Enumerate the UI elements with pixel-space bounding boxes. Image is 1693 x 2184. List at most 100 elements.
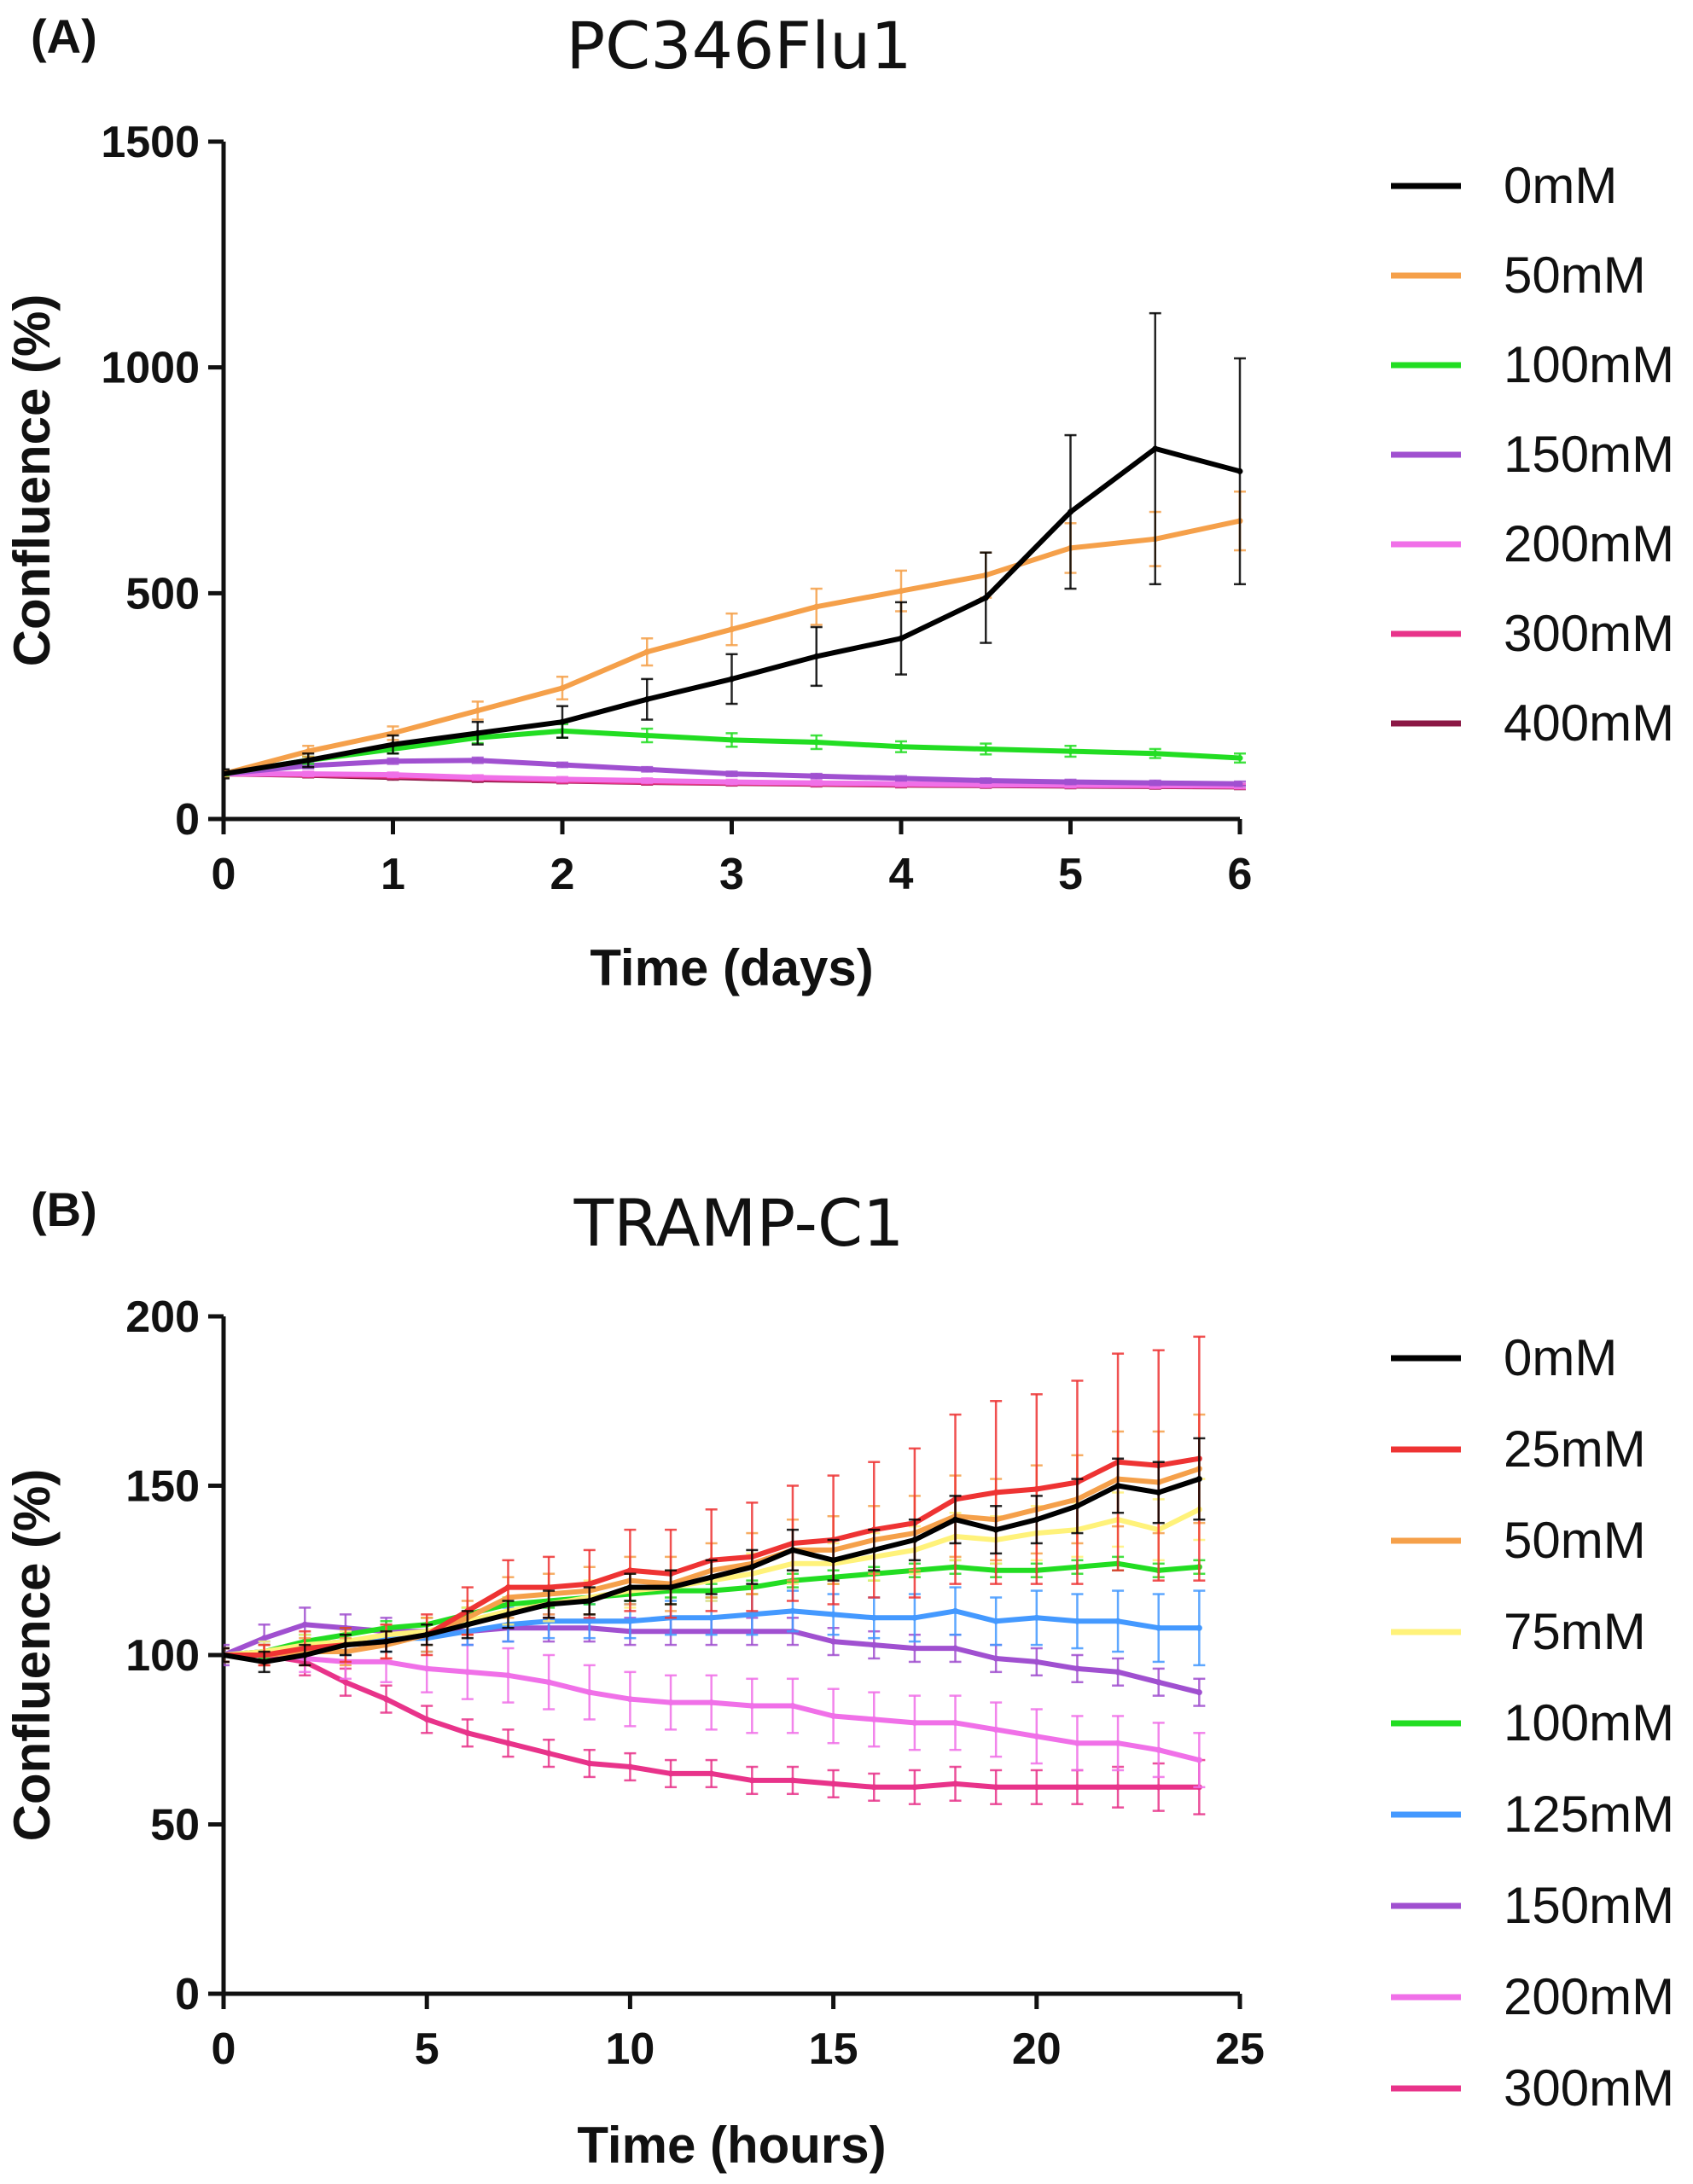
data-point	[1236, 755, 1243, 762]
data-point	[708, 1770, 715, 1777]
x-tick-label: 25	[1215, 2024, 1265, 2074]
legend-label: 400mM	[1504, 694, 1674, 752]
data-point	[813, 773, 820, 780]
data-point	[464, 1669, 471, 1676]
data-point	[474, 774, 481, 781]
data-point	[1114, 1669, 1121, 1676]
legend-label: 50mM	[1504, 247, 1646, 304]
data-point	[708, 1699, 715, 1706]
data-point	[383, 1696, 390, 1703]
data-point	[626, 1567, 633, 1574]
data-point	[870, 1547, 877, 1554]
data-point	[504, 1672, 511, 1679]
data-point	[643, 766, 650, 773]
legend-label: 125mM	[1504, 1786, 1674, 1843]
panel-label: (B)	[31, 1182, 97, 1236]
y-tick-label: 100	[125, 1631, 200, 1681]
x-tick-label: 6	[1228, 850, 1253, 899]
series-layer	[224, 1335, 1206, 1815]
y-axis-label: Confluence (%)	[3, 294, 61, 667]
legend-label: 100mM	[1504, 336, 1674, 393]
y-tick-label: 150	[125, 1462, 200, 1512]
data-point	[1236, 468, 1243, 474]
data-point	[830, 1611, 837, 1618]
data-point	[729, 676, 735, 682]
data-point	[464, 1621, 471, 1628]
data-point	[261, 1635, 268, 1641]
data-point	[830, 1557, 837, 1564]
x-tick-label: 4	[889, 850, 914, 899]
data-point	[586, 1581, 593, 1588]
data-point	[559, 775, 566, 782]
data-point	[474, 729, 481, 736]
data-point	[423, 1665, 430, 1672]
data-point	[1196, 1476, 1202, 1483]
data-point	[390, 741, 396, 748]
data-point	[545, 1584, 552, 1591]
data-point	[342, 1679, 349, 1686]
data-point	[813, 739, 820, 746]
data-point	[559, 761, 566, 768]
data-point	[982, 595, 989, 601]
x-tick-label: 20	[1012, 2024, 1062, 2074]
x-tick-label: 3	[719, 850, 744, 899]
x-tick-label: 5	[415, 2024, 439, 2074]
data-point	[830, 1780, 837, 1787]
x-tick-label: 5	[1058, 850, 1083, 899]
data-point	[789, 1547, 796, 1554]
data-point	[626, 1696, 633, 1703]
data-point	[305, 770, 311, 777]
data-point	[1068, 508, 1073, 515]
data-point	[1033, 1485, 1040, 1492]
data-point	[729, 626, 735, 633]
x-tick-label: 0	[212, 2024, 236, 2074]
x-axis-label: Time (days)	[590, 939, 873, 996]
data-point	[1236, 781, 1243, 787]
x-axis-label: Time (hours)	[577, 2117, 886, 2174]
data-point	[911, 1614, 918, 1621]
data-point	[729, 770, 735, 777]
data-point	[952, 1719, 959, 1726]
data-point	[911, 1645, 918, 1652]
data-point	[390, 771, 396, 778]
legend-label: 300mM	[1504, 2059, 1674, 2117]
data-point	[1073, 1502, 1080, 1509]
data-point	[667, 1699, 674, 1706]
data-point	[898, 775, 905, 781]
data-point	[870, 1784, 877, 1791]
data-point	[586, 1760, 593, 1767]
data-point	[1152, 445, 1159, 452]
data-point	[474, 757, 481, 764]
data-point	[224, 1652, 227, 1658]
data-point	[1033, 1733, 1040, 1740]
y-tick-label: 1500	[101, 118, 200, 167]
data-point	[1068, 779, 1073, 786]
data-point	[870, 1614, 877, 1621]
x-tick-label: 15	[809, 2024, 858, 2074]
y-tick-label: 50	[150, 1801, 200, 1850]
series-layer	[224, 311, 1246, 791]
data-point	[830, 1712, 837, 1719]
data-point	[1152, 750, 1159, 757]
data-point	[1196, 1757, 1202, 1763]
chart-panel-1: (B) TRAMP-C1 0 50 100 150 200 0 5 10 15 20 25 Time (h…	[3, 1182, 1674, 2174]
data-point	[1155, 1489, 1162, 1496]
legend-label: 100mM	[1504, 1694, 1674, 1751]
legend: 0mM 50mM 100mM 150mM 200mM 300mM 400mM	[1391, 157, 1674, 752]
legend-label: 0mM	[1504, 1329, 1617, 1386]
chart-panel-0: (A) PC346Flu1 0 500 1000 1500 0 1 2 3 4 5 6 Time (day…	[3, 8, 1674, 996]
data-point	[1073, 1665, 1080, 1672]
series-200mM	[224, 1640, 1206, 1789]
series-line	[224, 445, 1241, 777]
data-point	[1114, 1784, 1121, 1791]
legend-label: 200mM	[1504, 515, 1674, 572]
data-point	[992, 1526, 999, 1533]
legend-label: 75mM	[1504, 1603, 1646, 1660]
legend-label: 300mM	[1504, 605, 1674, 662]
data-point	[952, 1516, 959, 1523]
data-point	[911, 1719, 918, 1726]
legend-label: 150mM	[1504, 426, 1674, 483]
series-0mM	[224, 1437, 1206, 1674]
data-point	[1033, 1784, 1040, 1791]
data-point	[898, 635, 905, 642]
